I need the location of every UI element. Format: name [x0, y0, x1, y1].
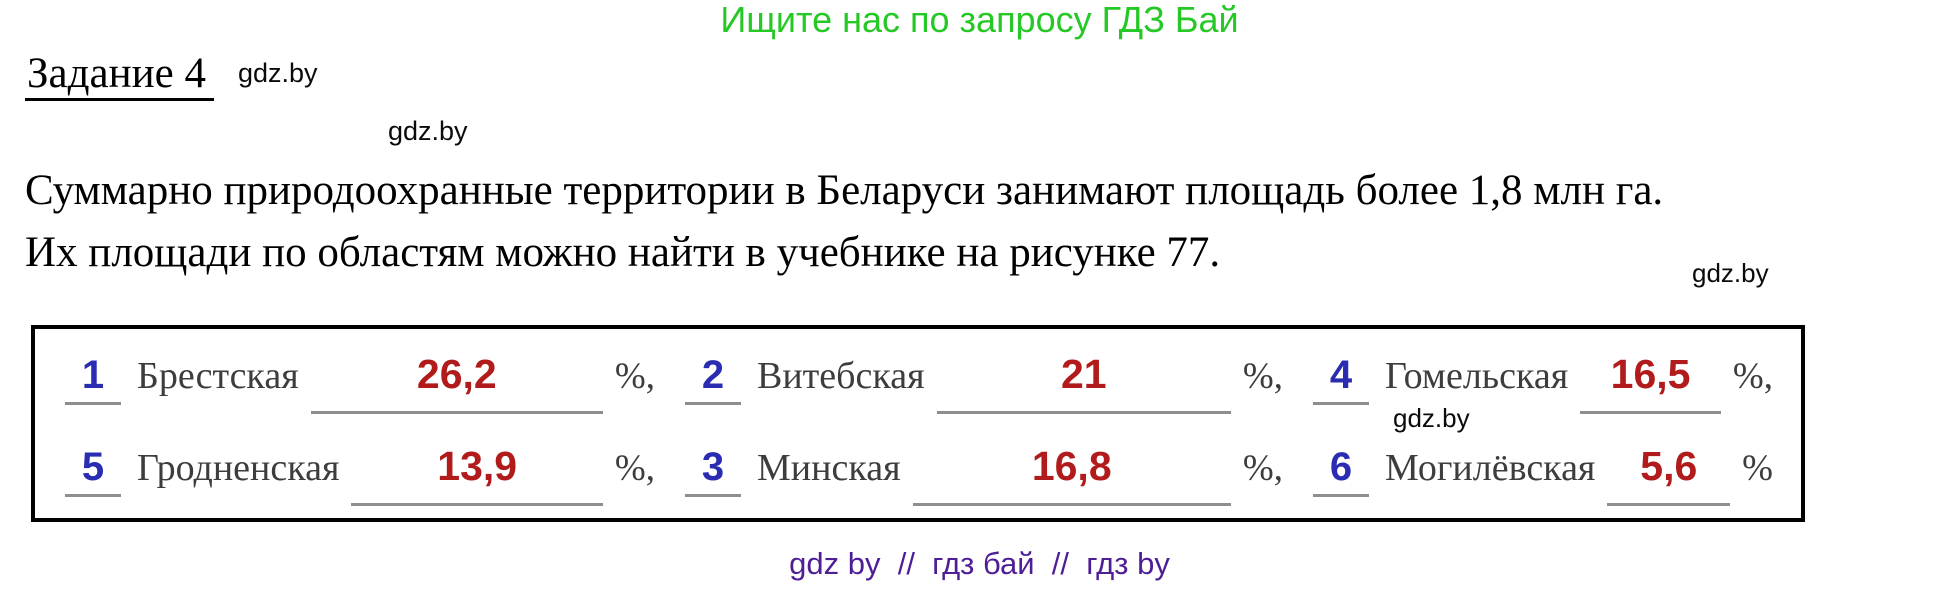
percent-sign: %, [614, 356, 655, 397]
gdz-watermark: gdz.by [388, 116, 468, 146]
answer-item-brestskaya: 1 Брестская 26,2 %, [65, 347, 685, 414]
region-name: Гродненская [137, 447, 340, 489]
order-number: 4 [1313, 348, 1369, 405]
percent-sign: % [1742, 448, 1773, 489]
region-name: Брестская [137, 355, 299, 397]
percent-sign: %, [614, 448, 655, 489]
percent-sign: %, [1242, 448, 1283, 489]
task-description-line1: Суммарно природоохранные территории в Бе… [25, 167, 1664, 214]
order-number: 6 [1313, 440, 1369, 497]
region-name: Витебская [757, 355, 925, 397]
answer-blank: 5,6 [1607, 439, 1731, 506]
percent-sign: %, [1732, 356, 1773, 397]
gdz-watermark: gdz.by [238, 58, 318, 88]
answer-blank: 16,8 [912, 439, 1231, 506]
answer-item-vitebskaya: 2 Витебская 21 %, [685, 347, 1313, 414]
gdz-watermark: gdz.by [1692, 258, 1769, 288]
answer-value: 13,9 [437, 443, 518, 489]
answer-item-grodnenskaya: 5 Гродненская 13,9 %, [65, 439, 685, 506]
order-number: 5 [65, 440, 121, 497]
order-number: 2 [685, 348, 741, 405]
region-name: Могилёвская [1385, 447, 1596, 489]
answers-row-2: 5 Гродненская 13,9 %, 3 Минская 16,8 %, … [35, 439, 1801, 506]
answers-box: 1 Брестская 26,2 %, 2 Витебская 21 %, 4 … [31, 325, 1805, 522]
answer-blank: 21 [936, 347, 1231, 414]
answers-row-1: 1 Брестская 26,2 %, 2 Витебская 21 %, 4 … [35, 347, 1801, 414]
task-description: Суммарно природоохранные территории в Бе… [25, 160, 1663, 284]
region-name: Минская [757, 447, 901, 489]
promo-banner: Ищите нас по запросу ГДЗ Бай [720, 0, 1239, 40]
answer-blank: 13,9 [351, 439, 603, 506]
answer-item-mogilevskaya: 6 Могилёвская 5,6 % [1313, 439, 1777, 506]
task-description-line2: Их площади по областям можно найти в уче… [25, 229, 1221, 276]
answer-blank: 16,5 [1580, 347, 1721, 414]
answer-blank: 26,2 [310, 347, 603, 414]
answer-value: 16,8 [1031, 443, 1112, 489]
percent-sign: %, [1242, 356, 1283, 397]
gdz-watermark: gdz.by [1393, 403, 1470, 433]
answer-value: 26,2 [416, 351, 497, 397]
answer-value: 5,6 [1640, 443, 1698, 489]
answer-value: 16,5 [1610, 351, 1691, 397]
answer-item-minskaya: 3 Минская 16,8 %, [685, 439, 1313, 506]
footer-watermark: gdz by // гдз бай // гдз by [789, 546, 1170, 581]
order-number: 1 [65, 348, 121, 405]
answer-item-gomelskaya: 4 Гомельская 16,5 %, [1313, 347, 1777, 414]
answer-value: 21 [1060, 351, 1107, 397]
task-title: Задание 4 [25, 52, 214, 101]
region-name: Гомельская [1385, 355, 1569, 397]
order-number: 3 [685, 440, 741, 497]
